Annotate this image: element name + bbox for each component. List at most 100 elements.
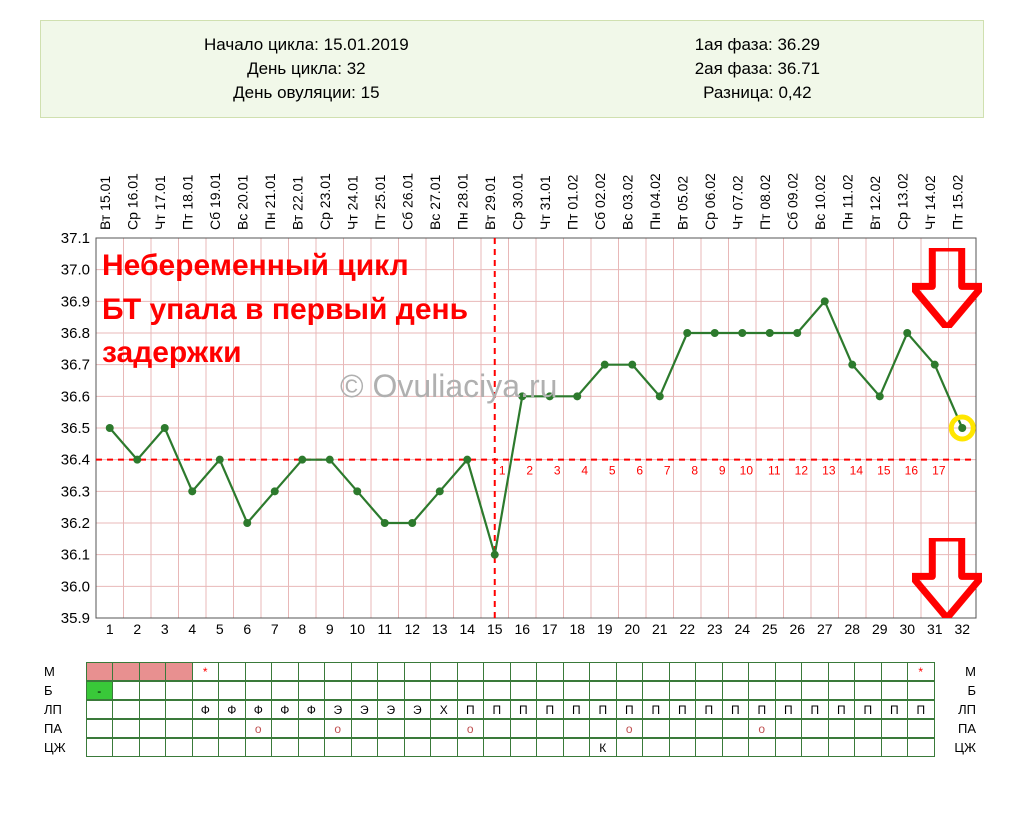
cell <box>642 719 670 738</box>
row-ЦЖ: ЦЖ К ЦЖ <box>40 738 980 757</box>
cell <box>881 681 909 700</box>
cell <box>457 662 485 681</box>
svg-text:15: 15 <box>487 621 503 637</box>
svg-text:36.9: 36.9 <box>61 293 90 310</box>
cell <box>536 738 564 757</box>
cell <box>218 719 246 738</box>
svg-text:5: 5 <box>216 621 224 637</box>
cell <box>828 719 856 738</box>
svg-text:10: 10 <box>740 464 754 478</box>
cell <box>589 681 617 700</box>
svg-text:Сб 19.01: Сб 19.01 <box>207 173 223 230</box>
cell <box>165 662 193 681</box>
cell: Ф <box>192 700 220 719</box>
cell <box>669 719 697 738</box>
row-label: ЦЖ <box>40 738 86 757</box>
cell <box>430 681 458 700</box>
svg-text:Пт 18.01: Пт 18.01 <box>179 174 195 230</box>
cell: К <box>589 738 617 757</box>
svg-text:37.1: 37.1 <box>61 230 90 247</box>
cell: Э <box>404 700 432 719</box>
cell: П <box>457 700 485 719</box>
cell <box>165 719 193 738</box>
cell <box>324 681 352 700</box>
svg-text:Пт 15.02: Пт 15.02 <box>949 174 965 230</box>
cell <box>377 738 405 757</box>
svg-text:2: 2 <box>526 464 533 478</box>
cell <box>271 662 299 681</box>
svg-text:36.4: 36.4 <box>61 452 90 469</box>
svg-text:6: 6 <box>243 621 251 637</box>
cell <box>669 681 697 700</box>
cell <box>775 681 803 700</box>
cell <box>218 662 246 681</box>
svg-text:17: 17 <box>542 621 558 637</box>
cell <box>245 662 273 681</box>
cell <box>695 719 723 738</box>
cell: Э <box>377 700 405 719</box>
svg-text:16: 16 <box>905 464 919 478</box>
cell <box>669 738 697 757</box>
cell <box>404 738 432 757</box>
cell <box>801 662 829 681</box>
cell <box>192 681 220 700</box>
svg-text:27: 27 <box>817 621 833 637</box>
cell <box>722 662 750 681</box>
cell <box>510 738 538 757</box>
row-label: ПА <box>40 719 86 738</box>
svg-text:Чт 31.01: Чт 31.01 <box>537 175 553 230</box>
row-ЛП: ЛПФФФФФЭЭЭЭХППППППППППППППППППЛП <box>40 700 980 719</box>
cell <box>589 719 617 738</box>
cell <box>139 662 167 681</box>
svg-text:7: 7 <box>664 464 671 478</box>
cell <box>483 662 511 681</box>
cell <box>589 662 617 681</box>
cell <box>483 681 511 700</box>
svg-text:Вт 15.01: Вт 15.01 <box>97 176 113 230</box>
cell <box>192 738 220 757</box>
header-info: Начало цикла: 15.01.2019 День цикла: 32 … <box>40 20 984 118</box>
cell <box>854 738 882 757</box>
cell <box>192 719 220 738</box>
cycle-day: День цикла: 32 <box>204 59 409 79</box>
cell <box>642 738 670 757</box>
cell <box>801 738 829 757</box>
svg-text:37.0: 37.0 <box>61 262 90 279</box>
cell <box>377 681 405 700</box>
row-label-r: ЦЖ <box>935 738 981 757</box>
svg-text:36.6: 36.6 <box>61 388 90 405</box>
svg-text:Ср 13.02: Ср 13.02 <box>894 173 910 230</box>
cell <box>510 719 538 738</box>
svg-text:Вт 05.02: Вт 05.02 <box>674 176 690 230</box>
svg-text:Пн 11.02: Пн 11.02 <box>839 174 855 230</box>
cell <box>536 681 564 700</box>
svg-text:17: 17 <box>932 464 946 478</box>
cell <box>112 681 140 700</box>
cell <box>112 719 140 738</box>
cell <box>775 719 803 738</box>
cell <box>881 719 909 738</box>
cell <box>324 738 352 757</box>
svg-text:23: 23 <box>707 621 723 637</box>
svg-text:11: 11 <box>768 464 781 478</box>
svg-text:32: 32 <box>954 621 970 637</box>
cell <box>483 719 511 738</box>
data-rows-table: М**МБ-БЛПФФФФФЭЭЭЭХППППППППППППППППППЛПП… <box>40 662 980 757</box>
cell: Ф <box>245 700 273 719</box>
cell <box>86 662 114 681</box>
cell <box>483 738 511 757</box>
cell: о <box>616 719 644 738</box>
svg-text:13: 13 <box>432 621 448 637</box>
svg-text:Ср 06.02: Ср 06.02 <box>702 173 718 230</box>
svg-text:30: 30 <box>899 621 915 637</box>
cell: П <box>483 700 511 719</box>
svg-text:12: 12 <box>795 464 809 478</box>
svg-text:4: 4 <box>188 621 196 637</box>
svg-text:Чт 14.02: Чт 14.02 <box>922 175 938 230</box>
svg-text:Вт 29.01: Вт 29.01 <box>482 176 498 230</box>
cell <box>245 738 273 757</box>
svg-text:14: 14 <box>459 621 475 637</box>
cell <box>616 738 644 757</box>
svg-text:Чт 07.02: Чт 07.02 <box>729 175 745 230</box>
cell: П <box>828 700 856 719</box>
